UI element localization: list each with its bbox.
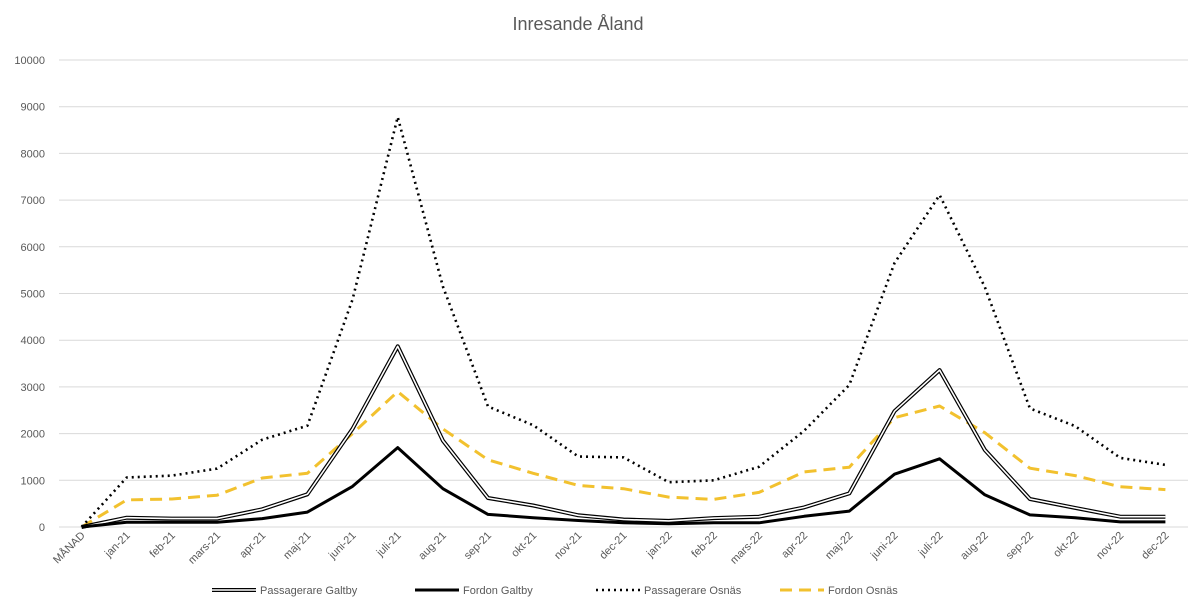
legend-label: Fordon Galtby	[463, 585, 533, 597]
y-tick-label: 7000	[21, 195, 45, 207]
series-line-passagerare-galtby-inner	[82, 346, 1166, 527]
x-tick-label: juni-21	[326, 530, 359, 563]
y-tick-label: 4000	[21, 335, 45, 347]
y-axis-tick-labels: 0 1000 2000 3000 4000 5000 6000 7000 8000 9000 100…	[14, 55, 45, 534]
x-tick-label: feb-22	[689, 530, 720, 561]
x-tick-label: MÅNAD	[50, 529, 87, 566]
x-tick-label: maj-22	[823, 530, 855, 562]
series-line-passagerare-galtby	[82, 346, 1166, 527]
x-tick-label: nov-21	[552, 530, 584, 562]
chart-title: Inresande Åland	[512, 14, 643, 34]
x-tick-label: okt-22	[1051, 530, 1081, 560]
x-tick-label: maj-21	[281, 530, 313, 562]
x-tick-label: nov-22	[1094, 530, 1126, 562]
series-line-fordon-osn-s	[82, 392, 1166, 527]
legend-label: Passagerare Galtby	[260, 585, 358, 597]
x-tick-label: jan-22	[644, 530, 675, 561]
x-tick-label: okt-21	[509, 530, 539, 560]
y-tick-label: 5000	[21, 289, 45, 301]
series-lines	[82, 117, 1166, 527]
x-tick-label: aug-21	[416, 530, 449, 563]
x-tick-label: mars-22	[728, 530, 765, 567]
x-tick-label: sep-21	[462, 530, 494, 562]
legend-label: Fordon Osnäs	[828, 585, 898, 597]
x-tick-label: apr-22	[779, 530, 810, 561]
x-tick-label: apr-21	[237, 530, 268, 561]
x-tick-label: mars-21	[186, 530, 223, 567]
y-tick-label: 8000	[21, 148, 45, 160]
x-tick-label: dec-21	[597, 530, 629, 562]
x-tick-label: juli-22	[916, 530, 946, 560]
series-line-passagerare-osn-s	[82, 117, 1166, 527]
x-tick-label: feb-21	[147, 530, 178, 561]
y-tick-label: 1000	[21, 475, 45, 487]
x-tick-label: jan-21	[102, 530, 133, 561]
legend: Passagerare Galtby Fordon Galtby Passagera…	[212, 585, 898, 597]
y-tick-label: 10000	[14, 55, 45, 67]
x-tick-label: sep-22	[1004, 530, 1036, 562]
y-tick-label: 9000	[21, 102, 45, 114]
y-tick-label: 6000	[21, 242, 45, 254]
y-tick-label: 3000	[21, 382, 45, 394]
legend-label: Passagerare Osnäs	[644, 585, 742, 597]
y-tick-label: 2000	[21, 429, 45, 441]
x-tick-label: dec-22	[1139, 530, 1171, 562]
x-tick-label: juni-22	[868, 530, 901, 563]
x-axis-tick-labels: MÅNAD jan-21 feb-21 mars-21 apr-21 maj-21 juni…	[50, 529, 1171, 567]
y-tick-label: 0	[39, 522, 45, 534]
x-tick-label: juli-21	[374, 530, 404, 560]
x-tick-label: aug-22	[958, 530, 991, 563]
